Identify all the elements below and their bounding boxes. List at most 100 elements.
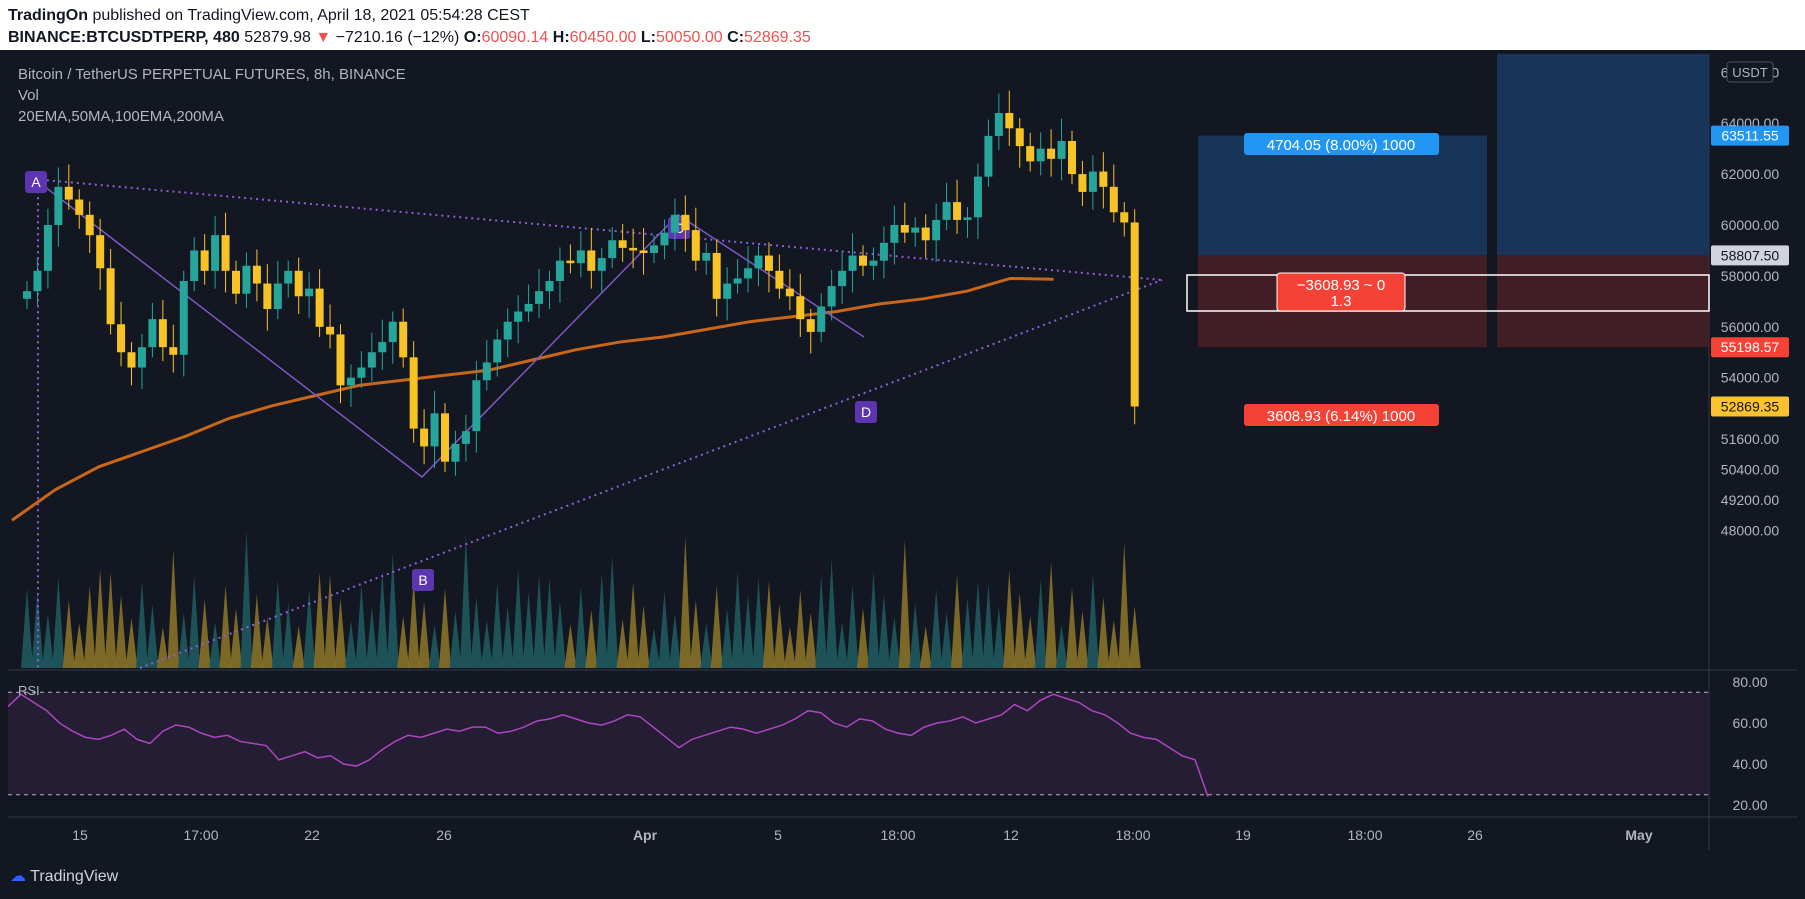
- candle-body: [461, 431, 470, 444]
- entry-box[interactable]: [1186, 274, 1710, 312]
- candle-body: [670, 214, 679, 233]
- close-value: 52869.35: [744, 29, 811, 46]
- volume-bar: [303, 589, 316, 668]
- candle-body: [723, 283, 732, 299]
- entry-price-tag-bg: [1711, 245, 1789, 266]
- price-tick-label: 50400.00: [1721, 461, 1780, 477]
- pattern-label-bg: [855, 401, 877, 423]
- candle-body: [587, 250, 596, 271]
- time-tick-label: 15: [72, 827, 88, 843]
- pattern-label-b[interactable]: B: [418, 572, 427, 588]
- ohlc-line: BINANCE:BTCUSDTPERP, 480 52879.98 ▼ −721…: [8, 29, 811, 47]
- volume-bar: [240, 531, 253, 668]
- candle-body: [650, 245, 658, 253]
- volume-bar: [930, 589, 943, 668]
- candle-body: [441, 413, 449, 462]
- volume-bar: [1013, 593, 1026, 668]
- volume-bar: [731, 572, 744, 668]
- pattern-label-c[interactable]: C: [674, 220, 684, 236]
- target-zone-right: [1497, 54, 1709, 256]
- pattern-label-d[interactable]: D: [861, 404, 871, 420]
- volume-bar: [940, 612, 953, 668]
- volume-bar: [230, 608, 242, 668]
- candle-body: [754, 255, 763, 269]
- candle-body: [859, 255, 867, 266]
- volume-bar: [177, 613, 190, 668]
- candle-body: [1015, 128, 1024, 147]
- candle-body: [1078, 174, 1087, 192]
- rsi-tick-label: 80.00: [1732, 674, 1767, 690]
- candle-body: [1099, 171, 1108, 187]
- candle-body: [660, 232, 669, 246]
- candle-body: [399, 321, 408, 358]
- symbol-label: BINANCE:BTCUSDTPERP, 480: [8, 29, 240, 46]
- volume-bar: [135, 581, 148, 668]
- published-text: published on TradingView.com, April 18, …: [92, 7, 530, 24]
- tradingview-logo[interactable]: ☁ TradingView: [10, 866, 118, 886]
- candle-body: [535, 291, 544, 304]
- candle-body: [545, 280, 554, 292]
- ema-100-line: [11, 276, 1054, 522]
- volume-bar: [470, 597, 483, 668]
- volume-bar: [156, 627, 169, 668]
- candle-body: [1036, 148, 1045, 162]
- candle-body: [890, 225, 899, 243]
- volume-bar: [292, 626, 305, 668]
- current-price-tag[interactable]: 52869.35: [1721, 398, 1780, 414]
- candle-body: [200, 250, 209, 271]
- publisher-name[interactable]: TradingOn: [8, 7, 88, 24]
- volume-area: [21, 531, 1141, 668]
- volume-bar: [689, 600, 702, 668]
- target-price-tag[interactable]: 63511.55: [1721, 128, 1779, 144]
- close-label: C:: [727, 29, 745, 46]
- candle-body: [23, 291, 31, 299]
- volume-bar: [1107, 620, 1120, 668]
- rsi-line: [7, 693, 1209, 798]
- volume-bar: [313, 572, 326, 668]
- volume-bar: [271, 580, 284, 668]
- candle-body: [984, 135, 993, 177]
- volume-bar: [533, 575, 546, 668]
- candle-body: [54, 186, 63, 225]
- candle-body: [169, 347, 178, 355]
- last-price: 52879.98: [244, 29, 311, 46]
- volume-bar: [804, 613, 817, 668]
- stop-price-tag[interactable]: 55198.57: [1721, 339, 1780, 355]
- candle-body: [451, 443, 460, 462]
- volume-bar: [627, 582, 640, 668]
- candle-body: [1005, 113, 1014, 129]
- unit-box[interactable]: [1726, 61, 1774, 83]
- chart-title: Bitcoin / TetherUS PERPETUAL FUTURES, 8h…: [18, 66, 406, 83]
- candle-body: [681, 214, 690, 231]
- volume-bar: [658, 591, 671, 668]
- time-tick-label: 18:00: [1347, 827, 1382, 843]
- volume-bar: [146, 604, 159, 668]
- position-tool[interactable]: 4704.05 (8.00%) 1000 −3608.93 ~ 01.3 3608.…: [1186, 54, 1710, 426]
- pattern-label-a[interactable]: A: [31, 174, 41, 190]
- abcd-pattern[interactable]: A B C D: [25, 171, 1163, 669]
- candle-body: [576, 250, 585, 264]
- time-tick-label: 18:00: [1115, 827, 1150, 843]
- entry-price-tag[interactable]: 58807.50: [1721, 247, 1780, 263]
- volume-bar: [616, 619, 629, 668]
- candle-body: [336, 334, 345, 386]
- volume-bar: [1045, 562, 1058, 668]
- volume-bar: [825, 559, 838, 668]
- current-price-tag-bg: [1711, 396, 1789, 417]
- low-label: L:: [640, 29, 656, 46]
- stop-label: 3608.93 (6.14%) 1000: [1267, 408, 1415, 425]
- time-tick-label: 18:00: [880, 827, 915, 843]
- volume-bar: [710, 586, 723, 668]
- volume-bar: [397, 616, 410, 668]
- candle-body: [85, 214, 94, 236]
- candles: [23, 90, 1139, 476]
- target-zone[interactable]: [1198, 135, 1487, 256]
- volume-bar: [668, 614, 681, 668]
- high-label: H:: [552, 29, 570, 46]
- volume-bar: [104, 572, 117, 668]
- candle-body: [33, 270, 42, 292]
- rsi-indicator: [7, 691, 1709, 798]
- candle-body: [1088, 171, 1097, 192]
- candle-body: [503, 321, 512, 340]
